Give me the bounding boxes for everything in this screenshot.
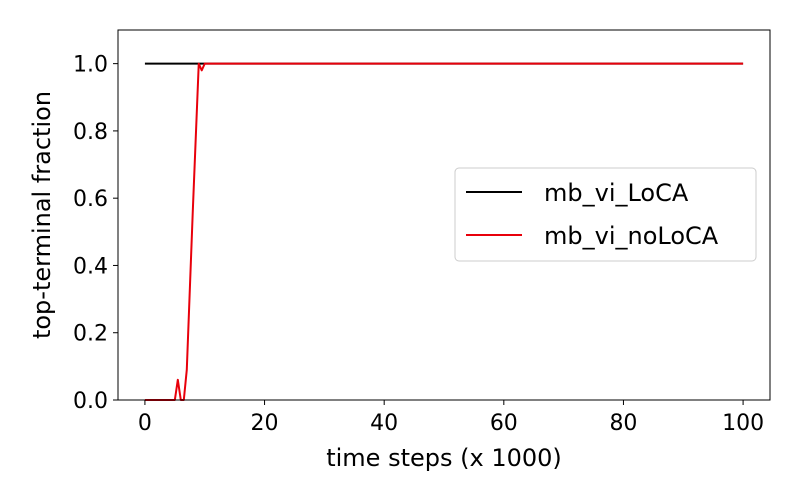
x-tick-label: 0 bbox=[138, 411, 152, 436]
y-axis-label: top-terminal fraction bbox=[28, 91, 56, 339]
y-tick-label: 1.0 bbox=[73, 53, 108, 78]
x-tick-label: 60 bbox=[490, 411, 518, 436]
plot-frame bbox=[117, 29, 771, 401]
y-tick-label: 0.6 bbox=[73, 187, 108, 212]
legend-box bbox=[454, 167, 757, 262]
y-tick-label: 0.2 bbox=[73, 322, 108, 347]
x-axis: 0 20 40 60 80 100 bbox=[138, 400, 764, 436]
x-axis-label: time steps (x 1000) bbox=[326, 444, 562, 472]
x-tick-label: 100 bbox=[722, 411, 764, 436]
x-tick-label: 40 bbox=[370, 411, 398, 436]
y-tick-label: 0.0 bbox=[73, 389, 108, 414]
legend-label-1: mb_vi_LoCA bbox=[544, 179, 689, 207]
legend: mb_vi_LoCA mb_vi_noLoCA bbox=[454, 167, 757, 262]
x-tick-label: 80 bbox=[609, 411, 637, 436]
y-axis: 0.0 0.2 0.4 0.6 0.8 1.0 bbox=[73, 53, 118, 414]
legend-label-2: mb_vi_noLoCA bbox=[544, 222, 719, 250]
x-tick-label: 20 bbox=[251, 411, 279, 436]
y-tick-label: 0.4 bbox=[73, 254, 108, 279]
y-tick-label: 0.8 bbox=[73, 120, 108, 145]
